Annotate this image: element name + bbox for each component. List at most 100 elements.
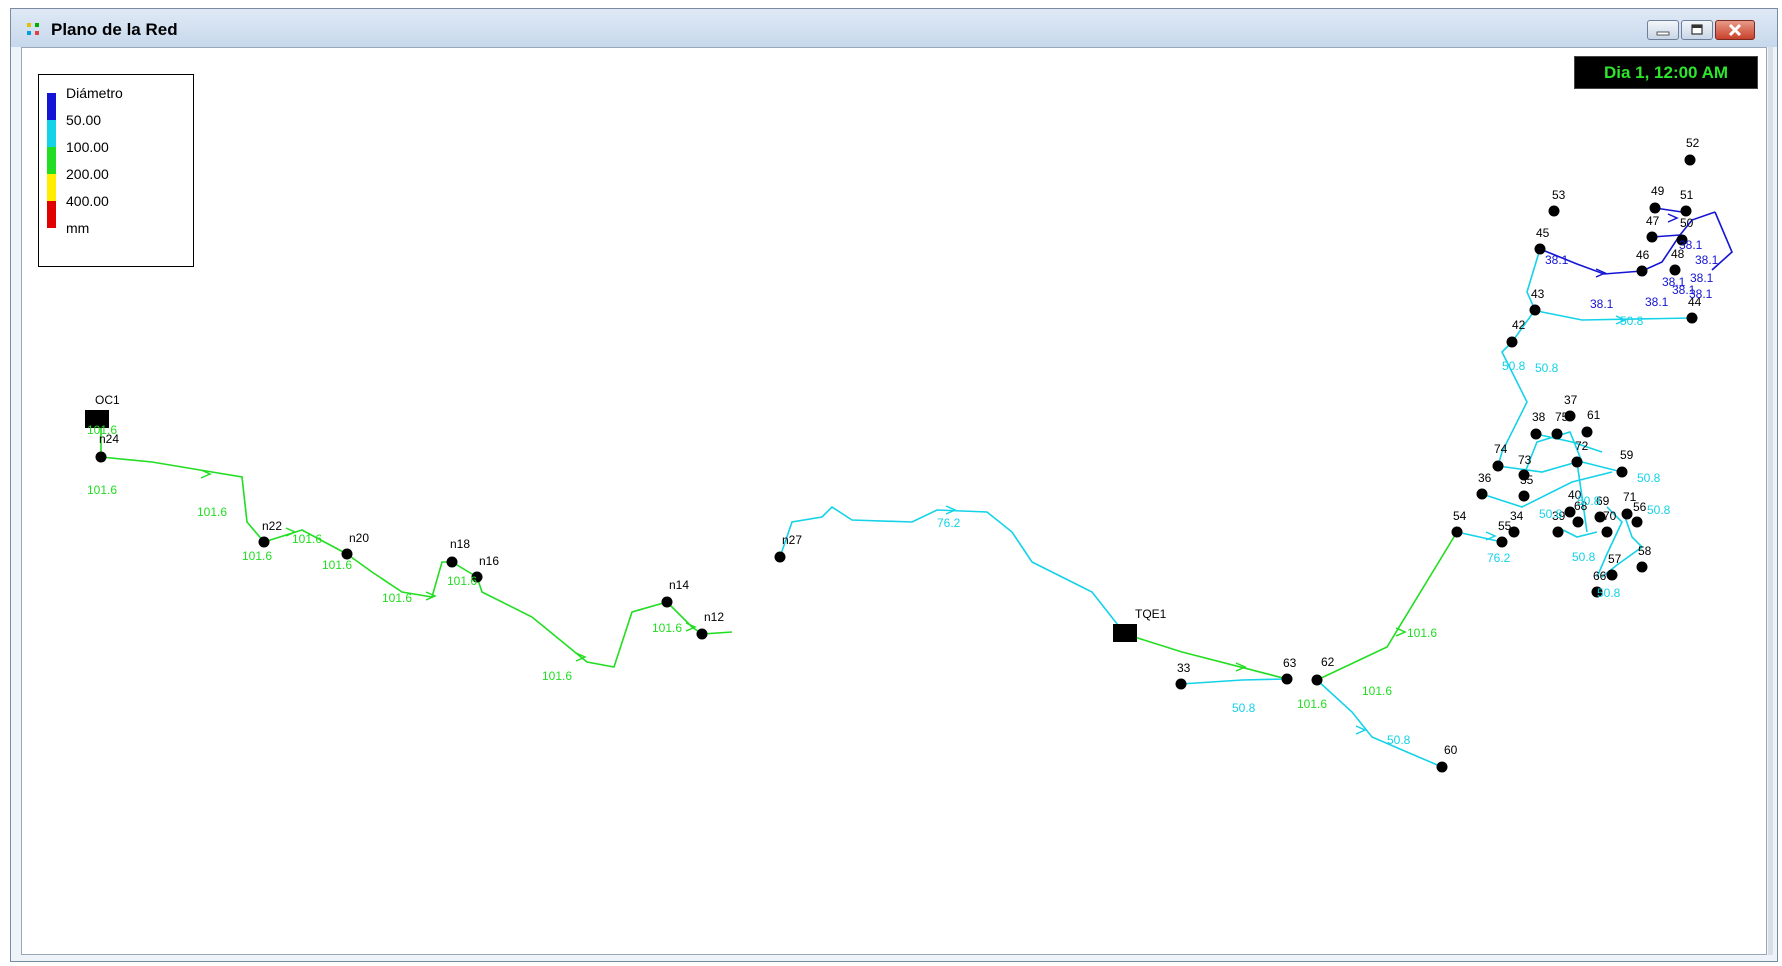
close-button[interactable]: [1715, 20, 1755, 40]
pipe-24[interactable]: [1539, 248, 1643, 275]
junction-node[interactable]: [1534, 243, 1546, 255]
pipe-10[interactable]: [1316, 679, 1443, 768]
pipe-9[interactable]: [1180, 678, 1288, 685]
pipe-7[interactable]: [1124, 633, 1288, 680]
junction-node[interactable]: [1529, 304, 1541, 316]
pipe-4[interactable]: [346, 553, 452, 598]
junction-node[interactable]: [446, 556, 458, 568]
pipe-18[interactable]: [1596, 506, 1623, 578]
node-label: n14: [669, 578, 689, 592]
junction-node[interactable]: [1594, 511, 1606, 523]
junction-node[interactable]: [1680, 205, 1692, 217]
junction-node[interactable]: [1506, 336, 1518, 348]
tank-icon[interactable]: [85, 410, 109, 428]
junction-node[interactable]: [1686, 312, 1698, 324]
pipe-3[interactable]: [263, 529, 348, 555]
junction-node[interactable]: [1436, 761, 1448, 773]
junction-node[interactable]: [696, 628, 708, 640]
junction-node[interactable]: [1581, 426, 1593, 438]
pipe-diameter-label: 50.8: [1647, 503, 1671, 517]
simulation-time-display: Dia 1, 12:00 AM: [1574, 56, 1758, 89]
junction-node[interactable]: [1518, 469, 1530, 481]
pipe-20[interactable]: [1562, 529, 1598, 538]
pipe-diameter-label: 101.6: [322, 558, 352, 572]
pipe-21[interactable]: [1497, 341, 1528, 467]
flow-arrow-icon: [1395, 627, 1407, 637]
node-label: 50: [1680, 216, 1694, 230]
map-canvas[interactable]: n24 n22 n20 n18 n16 n14 n12 n27 33 63 62 60 54 55 34 35…: [21, 47, 1767, 955]
pipe-19[interactable]: [1601, 516, 1644, 578]
junction-node[interactable]: [774, 551, 786, 563]
node-label: 46: [1636, 248, 1650, 262]
node-label: 58: [1638, 544, 1652, 558]
junction-node[interactable]: [258, 536, 270, 548]
pipe-22[interactable]: [1534, 309, 1693, 321]
restore-button[interactable]: [1681, 20, 1713, 40]
node-label: n20: [349, 531, 369, 545]
junction-node[interactable]: [1591, 586, 1603, 598]
junction-node[interactable]: [1451, 526, 1463, 538]
junction-node[interactable]: [1551, 428, 1563, 440]
node-label: 39: [1552, 509, 1566, 523]
junction-node[interactable]: [1476, 488, 1488, 500]
pipe-diameter-label: 38.1: [1545, 253, 1569, 267]
pipe-26[interactable]: [1679, 211, 1716, 236]
scrollbar-edge[interactable]: [1768, 47, 1773, 955]
pipe-5[interactable]: [451, 561, 668, 668]
junction-node[interactable]: [661, 596, 673, 608]
junction-node[interactable]: [1571, 456, 1583, 468]
junction-node[interactable]: [1636, 561, 1648, 573]
junction-node[interactable]: [1684, 154, 1696, 166]
pipe-25[interactable]: [1641, 234, 1681, 272]
pipe-27[interactable]: [1711, 211, 1733, 271]
junction-node[interactable]: [1649, 202, 1661, 214]
pipe-15[interactable]: [1523, 431, 1623, 476]
pipe-11[interactable]: [779, 505, 1126, 635]
pipe-6[interactable]: [666, 601, 733, 635]
junction-node[interactable]: [1175, 678, 1187, 690]
node-label: 71: [1623, 490, 1637, 504]
junction-node[interactable]: [95, 451, 107, 463]
pipe-23[interactable]: [1511, 248, 1541, 343]
junction-node[interactable]: [471, 571, 483, 583]
minimize-button[interactable]: [1647, 20, 1679, 40]
junction-node[interactable]: [1646, 231, 1658, 243]
junction-node[interactable]: [1606, 569, 1618, 581]
node-label: 72: [1575, 439, 1589, 453]
junction-node[interactable]: [1496, 536, 1508, 548]
junction-node[interactable]: [1669, 264, 1681, 276]
pipe-14[interactable]: [1497, 461, 1578, 473]
junction-node[interactable]: [1572, 516, 1584, 528]
junction-node[interactable]: [341, 548, 353, 560]
junction-node[interactable]: [1311, 674, 1323, 686]
junction-node[interactable]: [1616, 466, 1628, 478]
junction-node[interactable]: [1564, 410, 1576, 422]
close-icon: [1728, 23, 1742, 37]
node-label: 44: [1688, 295, 1702, 309]
junction-node[interactable]: [1601, 526, 1613, 538]
pipe-2[interactable]: [100, 456, 265, 543]
pipe-12[interactable]: [1456, 531, 1503, 543]
junction-node[interactable]: [1518, 490, 1530, 502]
pipe-17[interactable]: [1576, 461, 1588, 533]
title-bar[interactable]: Plano de la Red: [11, 9, 1777, 47]
junction-node[interactable]: [1530, 428, 1542, 440]
pipe-13[interactable]: [1481, 471, 1613, 508]
junction-node[interactable]: [1548, 205, 1560, 217]
junction-node[interactable]: [1564, 506, 1576, 518]
node-label: 48: [1671, 247, 1685, 261]
junction-node[interactable]: [1676, 234, 1688, 246]
tank-icon[interactable]: [1113, 624, 1137, 642]
junction-node[interactable]: [1552, 526, 1564, 538]
pipe-8[interactable]: [1316, 531, 1458, 681]
node-label: 62: [1321, 655, 1335, 669]
junction-node[interactable]: [1631, 516, 1643, 528]
junction-node[interactable]: [1621, 508, 1633, 520]
junction-node[interactable]: [1281, 673, 1293, 685]
junction-node[interactable]: [1492, 460, 1504, 472]
junction-node[interactable]: [1508, 526, 1520, 538]
junction-node[interactable]: [1636, 265, 1648, 277]
pipe-16[interactable]: [1535, 433, 1603, 453]
legend-unit: mm: [66, 220, 90, 236]
